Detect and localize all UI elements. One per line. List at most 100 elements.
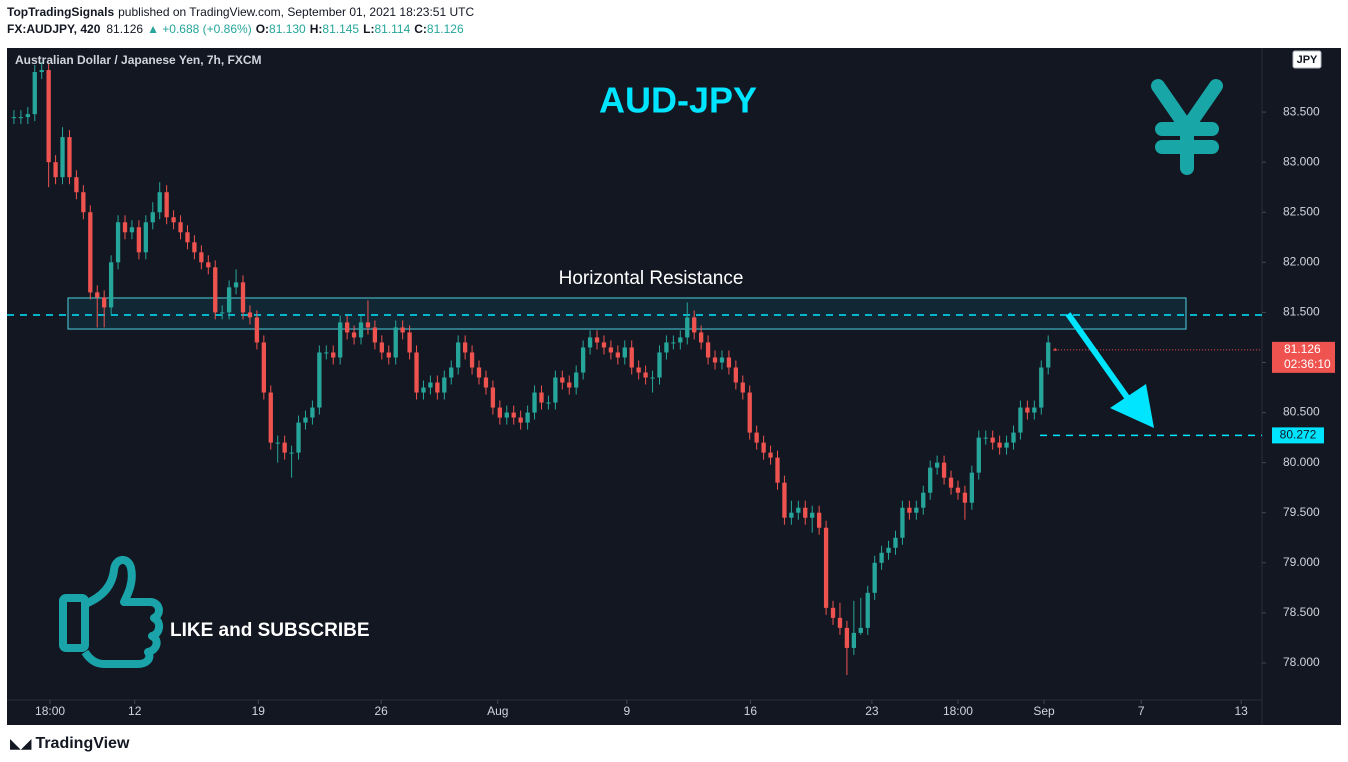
x-tick-label: 19 — [252, 704, 266, 718]
candle-body — [25, 114, 30, 118]
footer-text: TradingView — [35, 735, 130, 752]
thumbs-up-icon — [59, 556, 163, 668]
candle-body — [254, 317, 260, 343]
candle-body — [414, 352, 419, 393]
y-tick-label: 79.500 — [1283, 505, 1320, 519]
annotation: Horizontal Resistance — [559, 268, 744, 289]
candle-body — [921, 492, 926, 508]
candle-body — [997, 442, 1002, 448]
candle-body — [879, 552, 884, 563]
candle-body — [296, 422, 301, 453]
candle-body — [532, 392, 537, 413]
candle-body — [580, 347, 586, 373]
candle-body — [192, 242, 197, 253]
candle-body — [872, 562, 877, 593]
x-tick-label: 18:00 — [35, 704, 65, 718]
candle-body — [136, 227, 142, 253]
ohlc-value: 81.130 — [269, 22, 306, 36]
candle-body — [650, 377, 655, 379]
candle-body — [365, 322, 371, 328]
last-price-tag — [1272, 341, 1335, 373]
candle-body — [213, 267, 218, 313]
candle-body — [698, 332, 704, 343]
candle-body — [546, 402, 551, 404]
published: published on TradingView.com, September … — [118, 5, 474, 19]
candle-body — [226, 287, 232, 313]
candle-body — [115, 222, 121, 263]
candle-body — [268, 392, 273, 443]
candle-body — [768, 452, 773, 458]
candle-body — [81, 192, 86, 213]
candle-body — [1011, 432, 1016, 443]
ohlc-key: C: — [414, 22, 427, 36]
candle-body — [789, 512, 794, 518]
x-tick-label: 9 — [624, 704, 631, 718]
candle-body — [1046, 342, 1051, 368]
candle-body — [560, 377, 565, 383]
resistance-zone — [67, 297, 1187, 330]
candle-body — [671, 342, 676, 344]
footer-logo: ◣◢ TradingView — [10, 735, 130, 753]
candle-body — [497, 407, 502, 418]
candle-body — [351, 332, 357, 338]
candle-body — [643, 372, 648, 378]
candle-body — [60, 137, 65, 178]
candle-body — [719, 357, 725, 363]
candle-body — [449, 367, 454, 378]
candle-body — [823, 527, 829, 608]
candle-body — [338, 322, 343, 358]
candle-body — [1018, 407, 1023, 433]
candle-body — [796, 507, 801, 513]
target-arrow — [1065, 312, 1154, 428]
candle-body — [1004, 442, 1009, 448]
candle-body — [102, 297, 107, 308]
candle-body — [46, 70, 51, 163]
header-line-1: TopTradingSignals published on TradingVie… — [7, 5, 474, 19]
candle-body — [435, 382, 440, 393]
candle-body — [199, 252, 204, 263]
x-tick-label: 18:00 — [943, 704, 973, 718]
candle-body — [990, 437, 995, 443]
candle-body — [261, 342, 266, 393]
x-tick-label: 12 — [128, 704, 142, 718]
candle-body — [379, 342, 384, 353]
candle-body — [247, 312, 253, 318]
candle-body — [53, 162, 58, 178]
yen-icon — [1151, 79, 1223, 175]
candle-body — [962, 492, 968, 503]
candle-body — [358, 322, 364, 338]
candle-body — [733, 367, 738, 383]
y-tick-label: 80.500 — [1283, 405, 1320, 419]
candle-body — [830, 607, 836, 618]
candle-body — [74, 177, 79, 193]
y-tick-label: 80.000 — [1283, 455, 1320, 469]
candle-body — [400, 327, 405, 333]
ohlc-key: H: — [310, 22, 323, 36]
candle-body — [476, 367, 482, 378]
candle-body — [88, 212, 93, 293]
candle-body — [331, 352, 336, 358]
candle-body — [490, 387, 496, 408]
candle-body — [511, 412, 516, 418]
candle-body — [976, 437, 981, 473]
y-tick-label: 78.000 — [1283, 655, 1320, 669]
candle-body — [914, 507, 919, 513]
candle-body — [1032, 407, 1037, 413]
call-to-action: LIKE and SUBSCRIBE — [170, 620, 370, 641]
currency-badge — [1292, 50, 1322, 69]
chart-title: AUD-JPY — [599, 80, 757, 121]
candle-body — [747, 392, 752, 433]
candle-body — [629, 347, 634, 368]
candle-body — [907, 507, 912, 513]
candle-body — [275, 442, 280, 444]
candle-body — [469, 352, 475, 368]
price: 81.126 — [106, 22, 143, 36]
plot — [7, 62, 1262, 675]
candle-body — [928, 467, 933, 493]
y-tick-label: 82.500 — [1283, 204, 1320, 218]
candle-body — [95, 292, 100, 298]
candle-body — [636, 367, 641, 373]
x-tick-label: 13 — [1234, 704, 1248, 718]
candle-body — [421, 387, 426, 393]
